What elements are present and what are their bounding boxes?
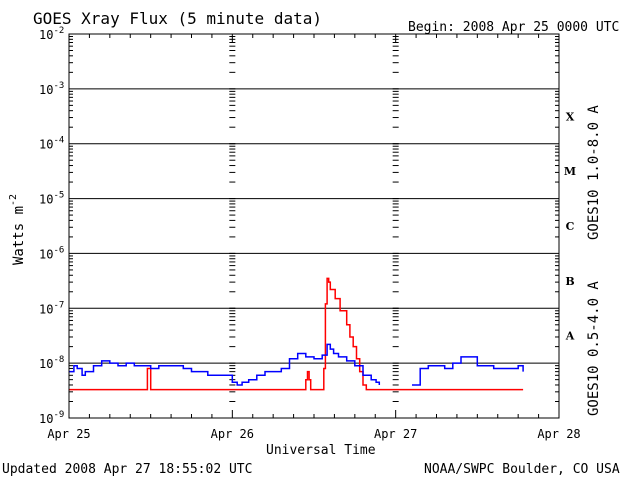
x-axis-label: Universal Time bbox=[266, 443, 376, 458]
series-line-long-channel bbox=[69, 277, 524, 391]
series-layer bbox=[69, 277, 524, 391]
x-tick-label: Apr 28 bbox=[537, 427, 580, 441]
y-axis-label-text: Watts m bbox=[11, 206, 27, 265]
y-tick-label: 10-5 bbox=[39, 191, 64, 207]
flare-class-label: B bbox=[565, 275, 574, 288]
flare-class-label: A bbox=[565, 330, 575, 343]
chart-title: GOES Xray Flux (5 minute data) bbox=[33, 9, 322, 28]
grid-layer bbox=[68, 33, 560, 419]
series-line-short-channel bbox=[412, 356, 524, 386]
x-tick-label: Apr 26 bbox=[211, 427, 254, 441]
y-tick-label: 10-3 bbox=[39, 81, 64, 97]
flare-class-label: C bbox=[566, 220, 575, 233]
begin-time: Begin: 2008 Apr 25 0000 UTC bbox=[408, 20, 619, 35]
y-tick-label: 10-6 bbox=[39, 245, 64, 261]
y-tick-label: 10-7 bbox=[39, 300, 64, 316]
y-tick-label: 10-4 bbox=[39, 136, 64, 152]
y-axis-label-exponent: -2 bbox=[8, 194, 19, 206]
y-tick-label: 10-9 bbox=[39, 410, 64, 426]
updated-timestamp: Updated 2008 Apr 27 18:55:02 UTC bbox=[2, 462, 252, 477]
x-tick-label: Apr 27 bbox=[374, 427, 417, 441]
legend-short-channel: GOES10 0.5-4.0 A bbox=[586, 281, 602, 416]
x-tick-label: Apr 25 bbox=[47, 427, 90, 441]
plot-frame bbox=[68, 33, 560, 419]
series-line-short-channel bbox=[69, 343, 381, 386]
flare-class-label: X bbox=[566, 110, 575, 123]
legend-long-channel: GOES10 1.0-8.0 A bbox=[586, 105, 602, 240]
credit-text: NOAA/SWPC Boulder, CO USA bbox=[424, 462, 620, 477]
legend-long-channel-label: GOES10 1.0-8.0 A bbox=[586, 105, 602, 240]
svg-text:Watts m-2: Watts m-2 bbox=[8, 194, 27, 265]
y-tick-label: 10-8 bbox=[39, 355, 64, 371]
flare-class-label: M bbox=[564, 165, 576, 178]
y-tick-label: 10-2 bbox=[39, 26, 64, 42]
legend-short-channel-label: GOES10 0.5-4.0 A bbox=[586, 281, 602, 416]
y-axis-label: Watts m-2 bbox=[8, 194, 27, 265]
